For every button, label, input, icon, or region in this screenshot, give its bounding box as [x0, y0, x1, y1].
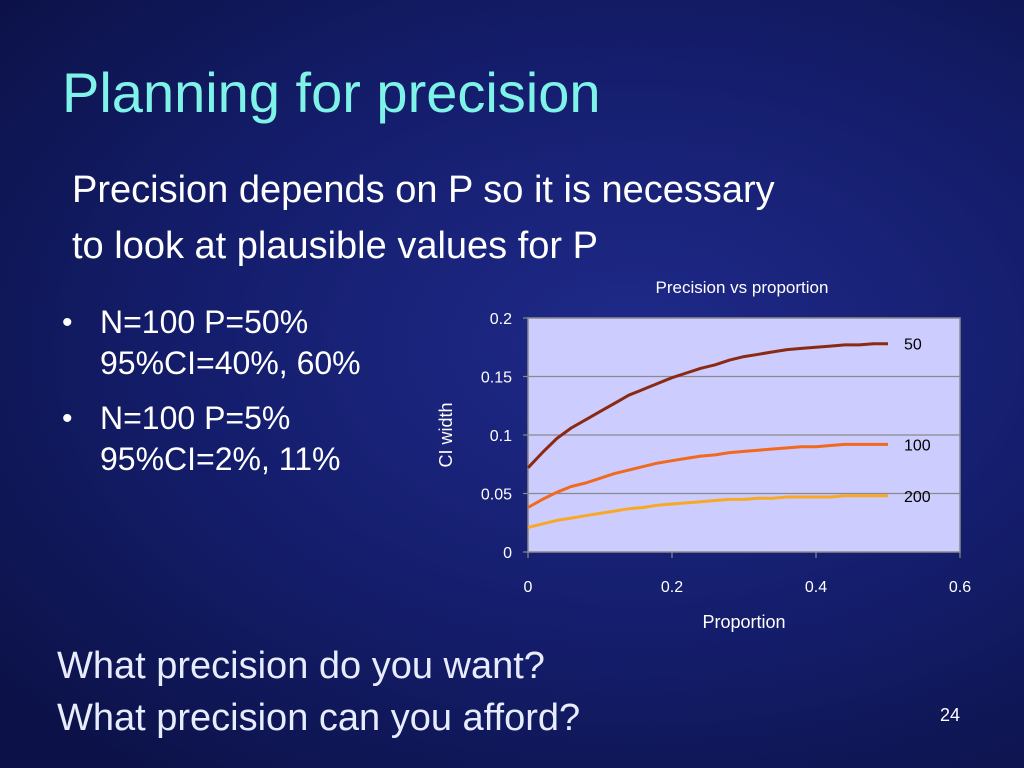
slide-subtitle: Precision depends on P so it is necessar… — [72, 162, 952, 274]
series-line-50 — [526, 342, 888, 469]
question-line: What precision can you afford? — [57, 697, 581, 739]
chart-svg: Precision vs proportion 00.050.10.150.20… — [436, 278, 971, 632]
precision-chart: Precision vs proportion 0 0.05 0.1 0.15 0.2 0… — [425, 272, 985, 637]
page-number: 24 — [940, 705, 961, 725]
x-tick-label: 0.6 — [949, 579, 971, 596]
subtitle-line: to look at plausible values for P — [72, 225, 598, 267]
series-line-200 — [527, 494, 888, 529]
x-axis-label: Proportion — [702, 612, 785, 632]
y-tick-label: 0.15 — [481, 370, 512, 387]
slide-title: Planning for precision — [62, 61, 601, 124]
bullet-list: • N=100 P=50% 95%CI=40%, 60% • N=100 P=5… — [58, 302, 448, 494]
series-label-50: 50 — [904, 337, 922, 354]
bullet-line: N=100 P=50% — [100, 304, 309, 340]
y-tick-label: 0.1 — [490, 428, 512, 445]
y-tick-label: 0 — [503, 545, 512, 562]
bullet-line: N=100 P=5% — [100, 400, 291, 436]
x-tick-label: 0 — [524, 579, 533, 596]
bullet-dot-icon: • — [62, 306, 73, 339]
series-line-100 — [527, 442, 888, 509]
axes: 0 0.05 0.1 0.15 0.2 0 0.2 0.4 0.6 — [481, 311, 971, 596]
bullet-dot-icon: • — [62, 402, 73, 435]
x-tick-label: 0.4 — [805, 579, 827, 596]
bullet-line: 95%CI=40%, 60% — [100, 345, 361, 381]
y-axis-label: CI width — [436, 402, 456, 467]
bullet-line: 95%CI=2%, 11% — [100, 441, 341, 477]
series-layer: 50 100 200 — [526, 337, 931, 529]
closing-questions: What precision do you want? What precisi… — [57, 640, 817, 744]
x-tick-label: 0.2 — [661, 579, 683, 596]
bullet-item: • N=100 P=50% 95%CI=40%, 60% — [58, 302, 448, 384]
bullet-item: • N=100 P=5% 95%CI=2%, 11% — [58, 398, 448, 480]
series-label-100: 100 — [904, 437, 931, 454]
subtitle-line: Precision depends on P so it is necessar… — [72, 169, 775, 211]
y-tick-label: 0.05 — [481, 487, 512, 504]
series-label-200: 200 — [904, 489, 931, 506]
chart-title: Precision vs proportion — [656, 278, 829, 297]
gridlines — [528, 375, 960, 495]
question-line: What precision do you want? — [57, 645, 545, 687]
y-tick-label: 0.2 — [490, 311, 512, 328]
